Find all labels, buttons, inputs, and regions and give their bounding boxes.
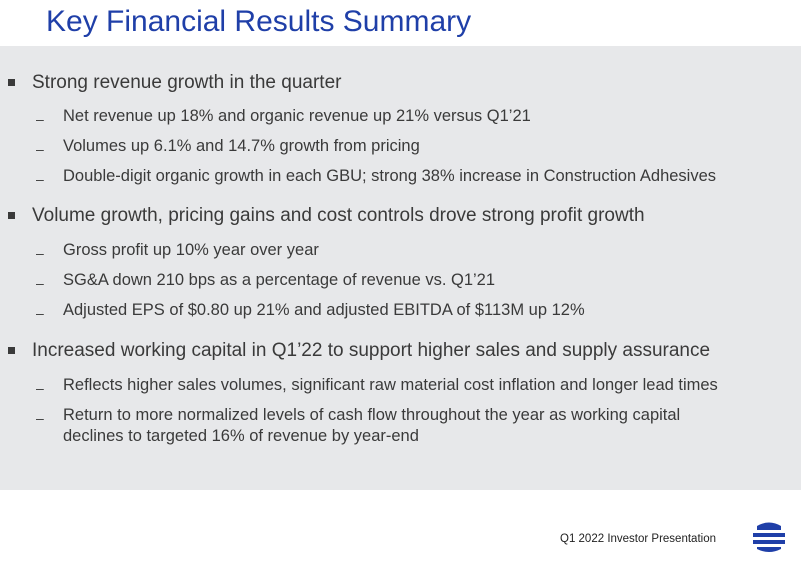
- list-item: Double-digit organic growth in each GBU;…: [63, 167, 717, 185]
- list-item-continuation: declines to targeted 16% of revenue by y…: [63, 427, 419, 445]
- section-heading: Increased working capital in Q1’22 to su…: [32, 340, 711, 361]
- dash-marker: –: [36, 410, 44, 426]
- section-heading: Volume growth, pricing gains and cost co…: [32, 205, 645, 226]
- list-item: Reflects higher sales volumes, significa…: [63, 376, 718, 394]
- footer-label: Q1 2022 Investor Presentation: [560, 533, 716, 545]
- bullet-marker: [8, 79, 15, 86]
- list-item: Volumes up 6.1% and 14.7% growth from pr…: [63, 137, 420, 155]
- bullet-marker: [8, 347, 15, 354]
- list-item: Gross profit up 10% year over year: [63, 241, 319, 259]
- dash-marker: –: [36, 305, 44, 321]
- page-title: Key Financial Results Summary: [46, 5, 472, 38]
- dash-marker: –: [36, 245, 44, 261]
- company-logo-icon: [753, 522, 785, 552]
- bullet-marker: [8, 212, 15, 219]
- dash-marker: –: [36, 111, 44, 127]
- list-item: Adjusted EPS of $0.80 up 21% and adjuste…: [63, 301, 585, 319]
- section-heading: Strong revenue growth in the quarter: [32, 72, 342, 93]
- list-item: Net revenue up 18% and organic revenue u…: [63, 107, 531, 125]
- list-item: Return to more normalized levels of cash…: [63, 406, 681, 424]
- content-panel: [0, 46, 801, 490]
- dash-marker: –: [36, 141, 44, 157]
- dash-marker: –: [36, 275, 44, 291]
- dash-marker: –: [36, 171, 44, 187]
- list-item: SG&A down 210 bps as a percentage of rev…: [63, 271, 496, 289]
- dash-marker: –: [36, 380, 44, 396]
